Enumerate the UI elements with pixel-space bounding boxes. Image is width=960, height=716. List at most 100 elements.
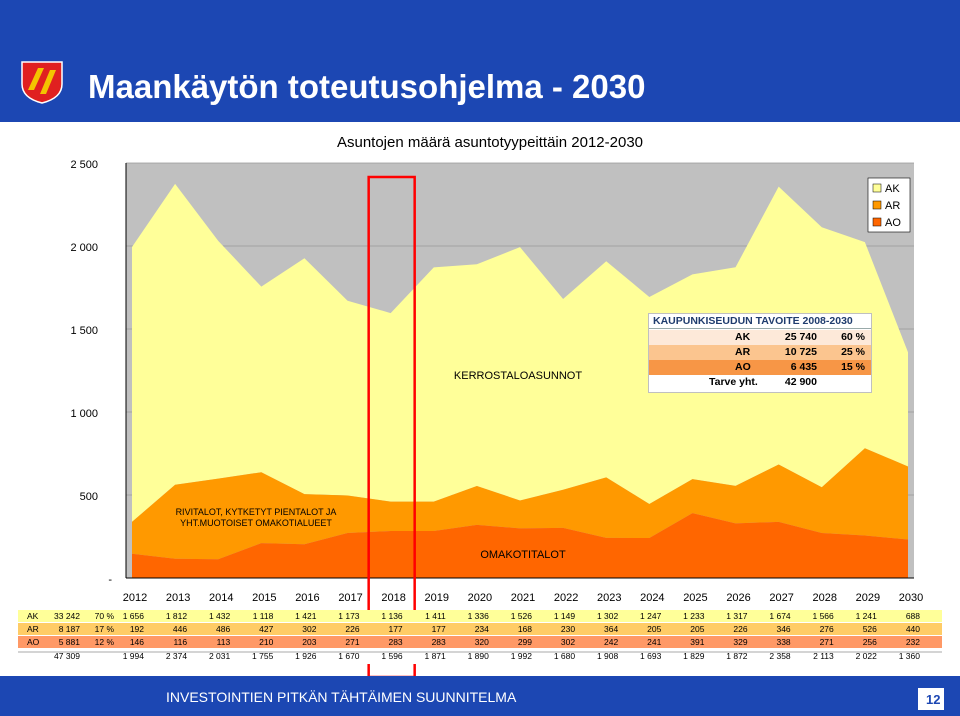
slide-content: Asuntojen määrä asuntotyypeittäin 2012-2… <box>18 122 942 676</box>
table-cell: 203 <box>302 637 316 647</box>
table-cell: 364 <box>604 624 618 634</box>
y-tick-label: 2 500 <box>70 159 98 171</box>
table-cell: 1 596 <box>381 651 403 661</box>
x-tick-label: 2025 <box>683 592 707 604</box>
table-row-pct: 70 % <box>95 611 115 621</box>
table-cell: 526 <box>863 624 877 634</box>
table-cell: 283 <box>388 637 402 647</box>
table-cell: 1 149 <box>554 611 576 621</box>
target-row-ar: AR 10 725 25 % <box>649 345 871 360</box>
table-cell: 1 173 <box>338 611 360 621</box>
table-cell: 1 317 <box>726 611 748 621</box>
page-number: 12 <box>926 692 941 707</box>
table-cell: 440 <box>906 624 920 634</box>
table-cell: 1 233 <box>683 611 705 621</box>
target-value: 6 435 <box>790 361 817 373</box>
target-pct: 15 % <box>841 361 865 373</box>
table-cell: 1 994 <box>123 651 145 661</box>
table-cell: 1 360 <box>899 651 921 661</box>
table-cell: 1 656 <box>123 611 145 621</box>
x-tick-label: 2023 <box>597 592 621 604</box>
table-cell: 1 247 <box>640 611 662 621</box>
x-tick-label: 2012 <box>123 592 147 604</box>
table-cell: 688 <box>906 611 920 621</box>
x-tick-label: 2016 <box>295 592 319 604</box>
target-box: KAUPUNKISEUDUN TAVOITE 2008-2030 AK 25 7… <box>648 313 872 393</box>
city-logo-icon <box>21 61 63 104</box>
x-tick-label: 2030 <box>899 592 923 604</box>
table-cell: 1 680 <box>554 651 576 661</box>
table-cell: 276 <box>820 624 834 634</box>
y-tick-label: 500 <box>80 491 98 503</box>
x-tick-label: 2018 <box>381 592 405 604</box>
footer-bar <box>0 676 960 716</box>
page-number-box <box>918 688 944 710</box>
table-row <box>18 623 942 635</box>
table-cell: 391 <box>690 637 704 647</box>
legend-swatch <box>872 200 882 210</box>
table-cell: 1 566 <box>812 611 834 621</box>
x-tick-label: 2022 <box>554 592 578 604</box>
table-cell: 1 674 <box>769 611 791 621</box>
table-cell: 230 <box>561 624 575 634</box>
x-tick-label: 2013 <box>166 592 190 604</box>
x-tick-label: 2014 <box>209 592 233 604</box>
table-cell: 192 <box>130 624 144 634</box>
target-label: AK <box>735 331 751 343</box>
table-cell: 1 421 <box>295 611 317 621</box>
table-cell: 234 <box>475 624 489 634</box>
target-box-title: KAUPUNKISEUDUN TAVOITE 2008-2030 <box>649 314 871 329</box>
table-cell: 1 526 <box>511 611 533 621</box>
x-tick-label: 2027 <box>769 592 793 604</box>
area-AR <box>132 448 908 560</box>
table-cell: 1 336 <box>468 611 490 621</box>
table-cell: 1 908 <box>597 651 619 661</box>
table-cell: 427 <box>259 624 273 634</box>
table-row <box>18 610 942 622</box>
table-cell: 1 872 <box>726 651 748 661</box>
x-tick-label: 2024 <box>640 592 664 604</box>
table-cell: 205 <box>690 624 704 634</box>
table-row-label: AR <box>27 624 39 634</box>
table-cell: 205 <box>647 624 661 634</box>
table-cell: 1 670 <box>338 651 360 661</box>
table-cell: 2 031 <box>209 651 231 661</box>
target-value: 10 725 <box>784 346 817 358</box>
table-cell: 177 <box>432 624 446 634</box>
table-cell: 1 992 <box>511 651 533 661</box>
table-cell: 486 <box>216 624 230 634</box>
table-cell: 1 118 <box>253 611 274 621</box>
table-row-label: AO <box>27 637 40 647</box>
table-cell: 226 <box>345 624 359 634</box>
table-row-pct: 17 % <box>95 624 115 634</box>
table-cell: 1 871 <box>424 651 446 661</box>
x-tick-label: 2020 <box>468 592 492 604</box>
y-tick-label: 1 000 <box>70 408 98 420</box>
table-cell: 1 890 <box>468 651 490 661</box>
target-row-ak: AK 25 740 60 % <box>649 330 871 345</box>
y-tick-label: 1 500 <box>70 325 98 337</box>
header-bar <box>0 0 960 122</box>
table-cell: 329 <box>733 637 747 647</box>
table-cell: 1 755 <box>252 651 274 661</box>
chart-title: Asuntojen määrä asuntotyypeittäin 2012-2… <box>337 134 643 151</box>
x-tick-label: 2015 <box>252 592 276 604</box>
table-row-total: 33 242 <box>54 611 80 621</box>
target-pct: 25 % <box>841 346 865 358</box>
legend-label: AO <box>885 217 901 229</box>
table-row <box>18 650 942 662</box>
page-title: Maankäytön toteutusohjelma - 2030 <box>88 68 646 105</box>
table-cell: 256 <box>863 637 877 647</box>
target-value: 25 740 <box>784 331 817 343</box>
chart: Asuntojen määrä asuntotyypeittäin 2012-2… <box>18 134 942 676</box>
x-tick-label: 2021 <box>511 592 535 604</box>
legend-label: AR <box>885 200 900 212</box>
table-cell: 168 <box>518 624 532 634</box>
target-label: AR <box>735 346 751 358</box>
table-cell: 177 <box>388 624 402 634</box>
table-cell: 1 411 <box>425 611 446 621</box>
table-cell: 2 022 <box>856 651 878 661</box>
x-tick-label: 2017 <box>338 592 362 604</box>
table-cell: 232 <box>906 637 920 647</box>
target-pct: 60 % <box>841 331 865 343</box>
